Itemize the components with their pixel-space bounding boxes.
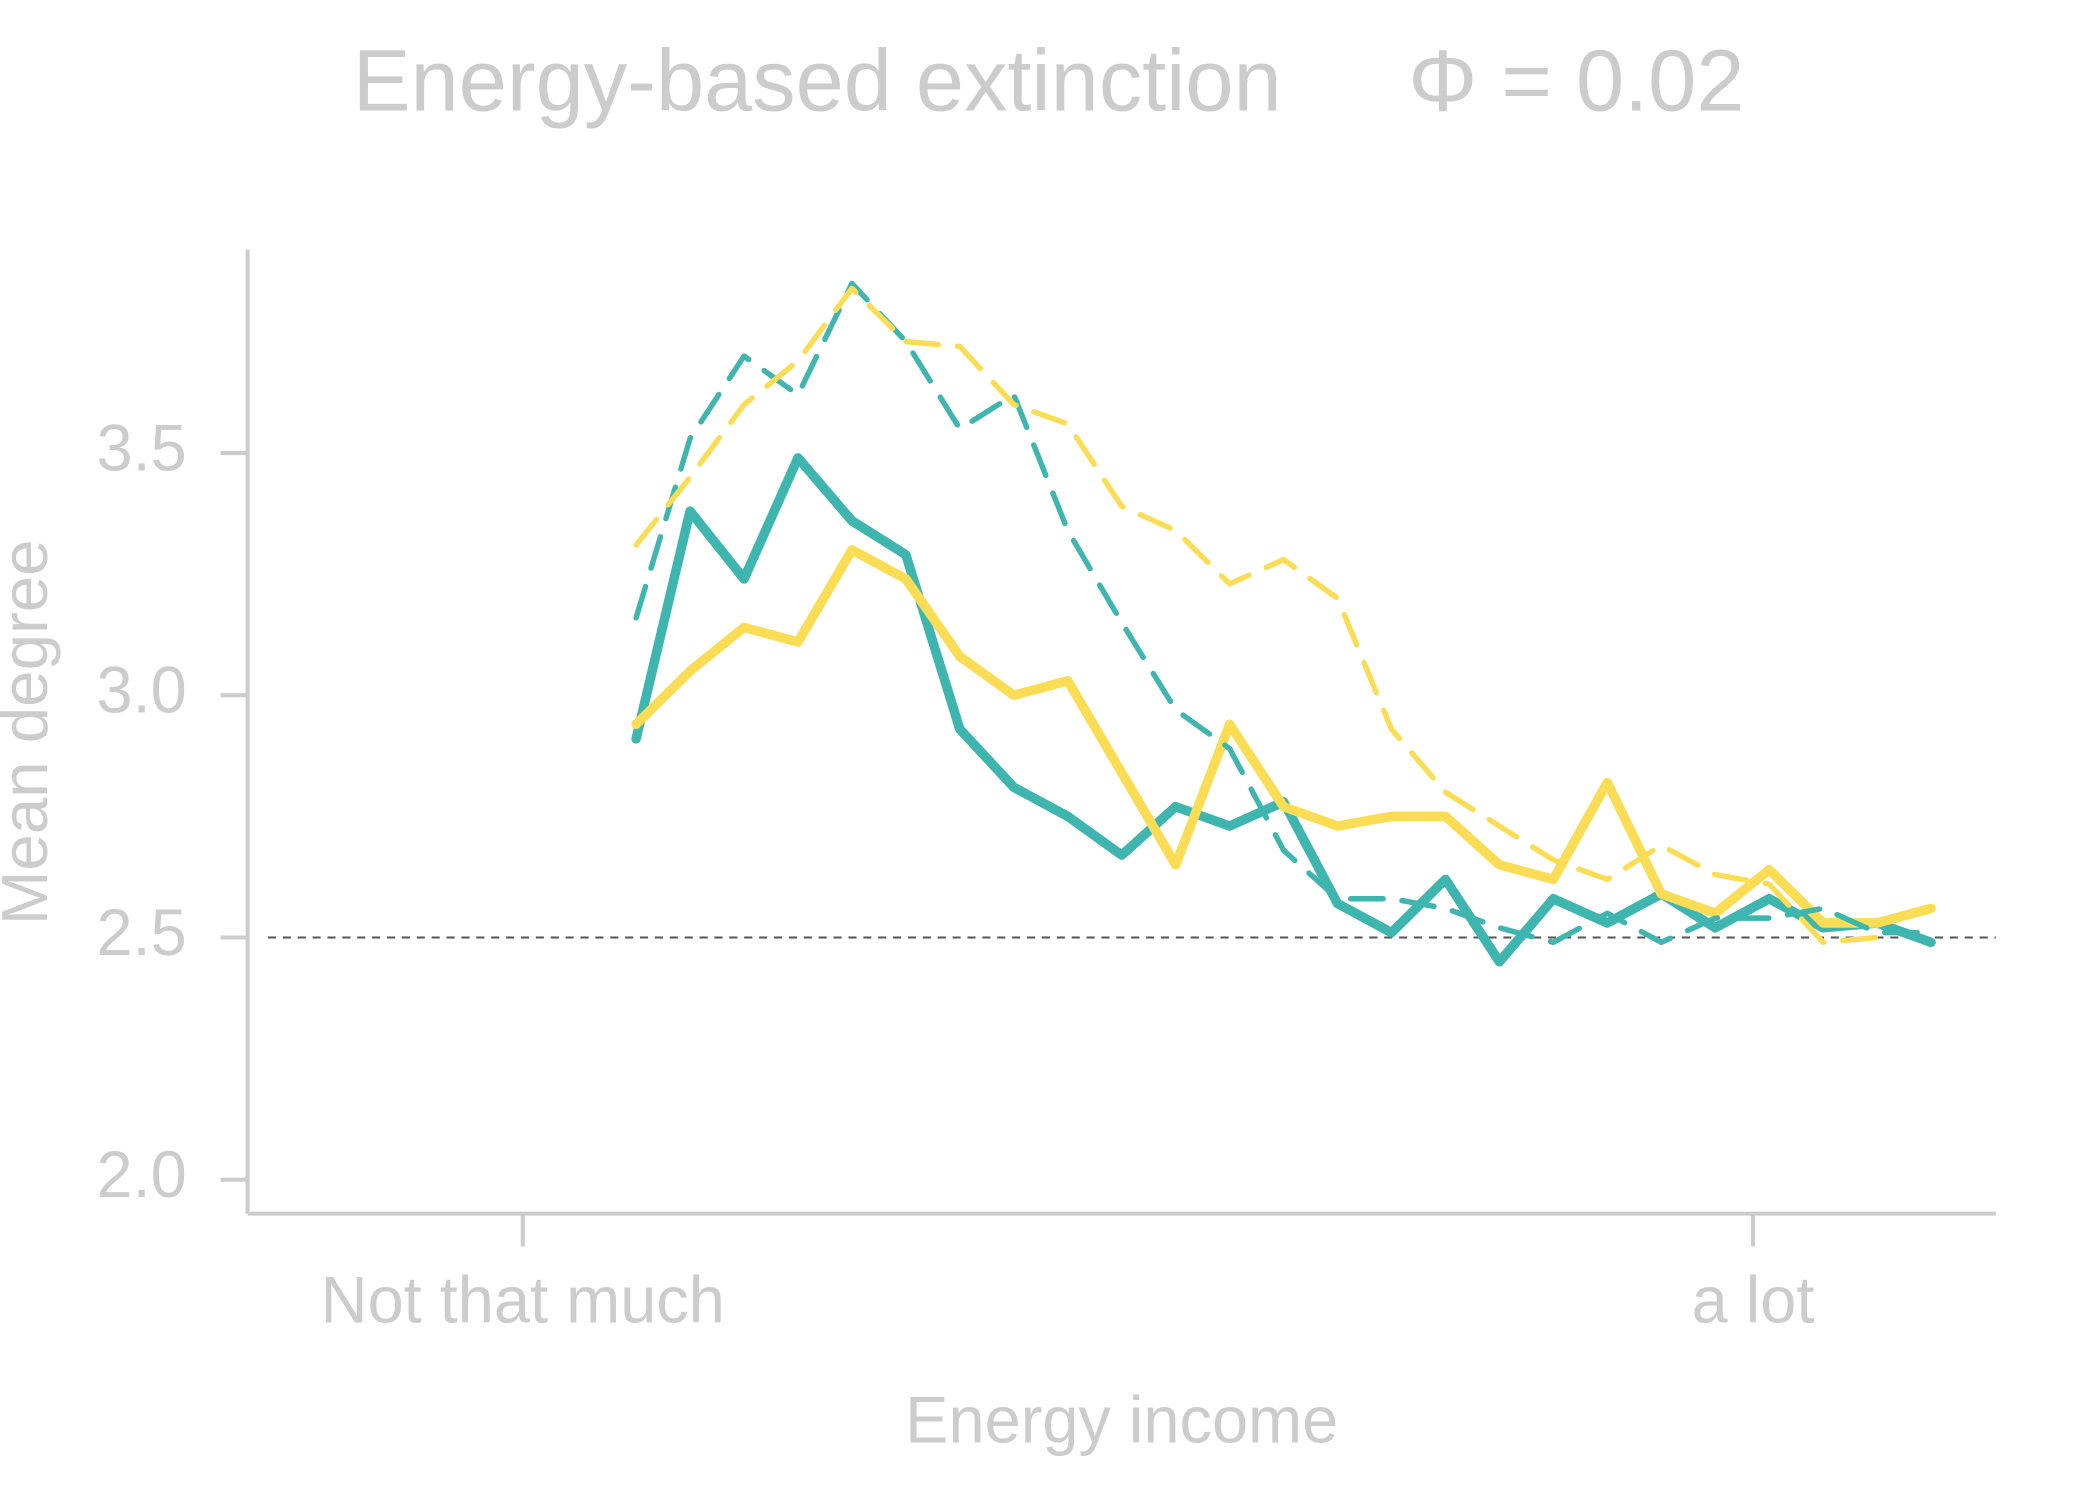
- y-axis-label: Mean degree: [0, 539, 61, 925]
- line: [631, 545, 1936, 928]
- x-axis-label: Energy income: [905, 1383, 1338, 1456]
- x-tick-label: Not that much: [321, 1263, 725, 1336]
- annotation: Φ = 0.02: [1408, 32, 1744, 129]
- chart-title: Energy-based extinction: [353, 32, 1282, 129]
- y-tick-label: 3.5: [96, 411, 186, 484]
- y-tick-label: 3.0: [96, 653, 186, 726]
- line: [633, 280, 1934, 946]
- y-tick-label: 2.0: [96, 1138, 186, 1211]
- line: [633, 285, 1880, 946]
- y-tick-label: 2.5: [96, 896, 186, 969]
- x-tick-label: a lot: [1692, 1263, 1815, 1336]
- line: [631, 453, 1936, 967]
